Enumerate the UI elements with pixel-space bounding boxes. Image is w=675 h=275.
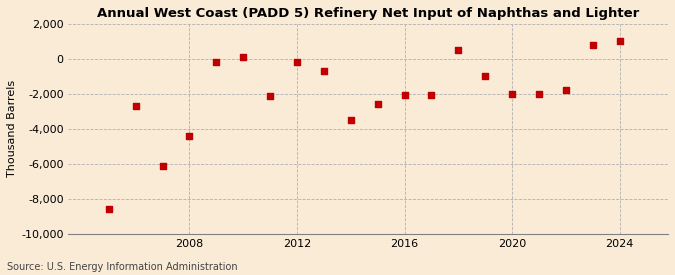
Point: [587, 43, 598, 47]
Title: Annual West Coast (PADD 5) Refinery Net Input of Naphthas and Lighter: Annual West Coast (PADD 5) Refinery Net …: [97, 7, 639, 20]
Text: Source: U.S. Energy Information Administration: Source: U.S. Energy Information Administ…: [7, 262, 238, 272]
Point: [507, 92, 518, 96]
Point: [534, 92, 545, 96]
Point: [319, 69, 329, 73]
Point: [238, 55, 248, 59]
Point: [184, 134, 195, 138]
Point: [157, 163, 168, 168]
Point: [265, 94, 275, 98]
Point: [560, 88, 571, 93]
Point: [292, 59, 302, 64]
Y-axis label: Thousand Barrels: Thousand Barrels: [7, 80, 17, 177]
Point: [480, 74, 491, 79]
Point: [614, 38, 625, 43]
Point: [130, 104, 141, 108]
Point: [453, 48, 464, 52]
Point: [211, 60, 222, 65]
Point: [426, 93, 437, 97]
Point: [346, 118, 356, 122]
Point: [103, 207, 114, 212]
Point: [373, 102, 383, 107]
Point: [399, 93, 410, 97]
